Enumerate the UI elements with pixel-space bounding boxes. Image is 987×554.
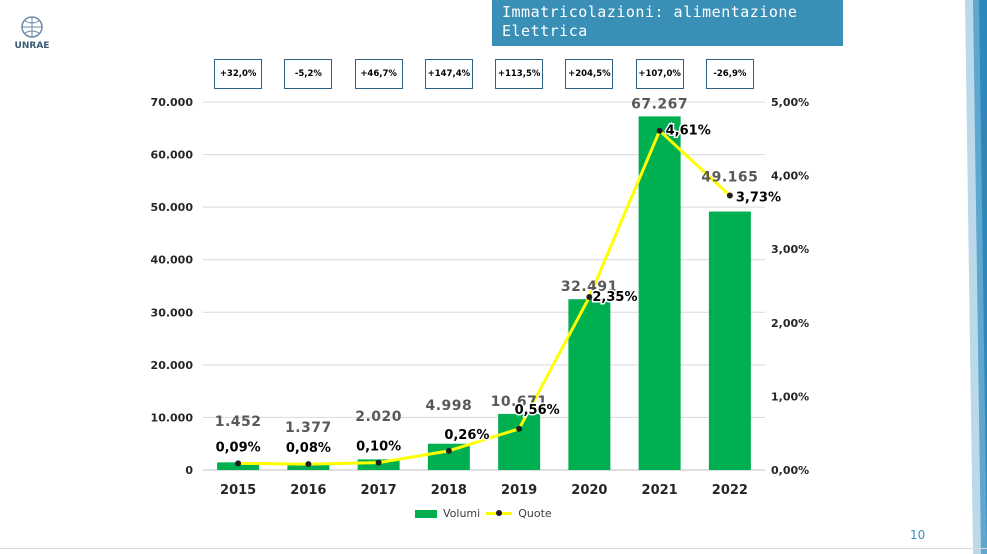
bar (498, 413, 541, 470)
y-right-tick-label: 2,00% (771, 317, 809, 330)
line-point (375, 459, 382, 466)
yoy-change-box: -5,2% (284, 59, 333, 89)
x-tick-label: 2022 (712, 483, 748, 498)
bar (638, 116, 681, 471)
y-left-tick-label: 30.000 (151, 306, 194, 319)
y-right-tick-label: 4,00% (771, 170, 809, 183)
bar (568, 299, 611, 470)
x-tick-label: 2021 (642, 483, 678, 498)
x-tick-label: 2019 (501, 483, 537, 498)
line-value-label: 0,26% (444, 428, 489, 443)
page-number: 10 (910, 528, 926, 542)
y-right-tick-label: 5,00% (771, 96, 809, 109)
yoy-change-box: -26,9% (705, 59, 754, 89)
y-left-tick-label: 50.000 (151, 201, 194, 214)
line-point (586, 294, 593, 301)
bar (708, 211, 751, 470)
bar-value-label: 10.671 (491, 394, 548, 410)
line-value-label: 0,09% (216, 440, 261, 455)
footer-divider (0, 548, 987, 549)
yoy-change-box: +46,7% (354, 59, 403, 89)
line-value-label: 2,35% (592, 290, 637, 305)
x-tick-label: 2018 (431, 483, 467, 498)
decorative-stripe (965, 0, 987, 554)
y-right-tick-label: 1,00% (771, 390, 809, 403)
unrae-logo: UNRAE (15, 16, 50, 50)
bar-value-label: 1.377 (285, 420, 332, 436)
line-value-label: 3,73% (736, 190, 781, 205)
line-value-label: 0,56% (515, 403, 560, 418)
x-tick-label: 2016 (290, 483, 326, 498)
legend-bar-swatch (415, 509, 437, 518)
y-left-tick-label: 0 (185, 464, 193, 477)
line-point (516, 425, 523, 432)
yoy-change-box: +113,5% (495, 59, 544, 89)
slide-title: Immatricolazioni: alimentazione Elettric… (492, 0, 843, 46)
legend-label-volumi: Volumi (443, 507, 481, 520)
y-left-tick-label: 10.000 (151, 411, 194, 424)
svg-text:UNRAE: UNRAE (15, 41, 50, 50)
bar-value-label: 49.165 (701, 170, 758, 186)
bar-value-label: 1.452 (215, 414, 262, 430)
yoy-change-box: +107,0% (635, 59, 684, 89)
line-point (656, 127, 663, 134)
x-tick-label: 2017 (361, 483, 397, 498)
line-value-label: 0,10% (356, 440, 401, 455)
bar-value-label: 67.267 (631, 96, 688, 112)
y-left-tick-label: 60.000 (151, 149, 194, 162)
bar-value-label: 2.020 (355, 409, 402, 425)
line-point (305, 461, 312, 468)
line-point (235, 460, 242, 467)
legend-label-quote: Quote (518, 507, 552, 520)
y-left-tick-label: 20.000 (151, 359, 194, 372)
legend: Volumi Quote (415, 507, 552, 520)
y-left-tick-label: 40.000 (151, 254, 194, 267)
yoy-change-box: +204,5% (565, 59, 614, 89)
bar-value-label: 32.491 (561, 279, 618, 295)
line-value-label: 0,08% (286, 441, 331, 456)
x-tick-label: 2020 (571, 483, 607, 498)
y-right-tick-label: 0,00% (771, 464, 809, 477)
bar-value-label: 4.998 (425, 398, 472, 414)
yoy-change-box: +32,0% (214, 59, 263, 89)
line-point (726, 192, 733, 199)
line-point (445, 447, 452, 454)
quote-line (238, 129, 731, 466)
yoy-change-box: +147,4% (424, 59, 473, 89)
y-left-tick-label: 70.000 (151, 96, 194, 109)
legend-line-swatch (486, 510, 513, 516)
x-tick-label: 2015 (220, 483, 256, 498)
y-right-tick-label: 3,00% (771, 243, 809, 256)
line-value-label: 4,61% (666, 124, 711, 139)
